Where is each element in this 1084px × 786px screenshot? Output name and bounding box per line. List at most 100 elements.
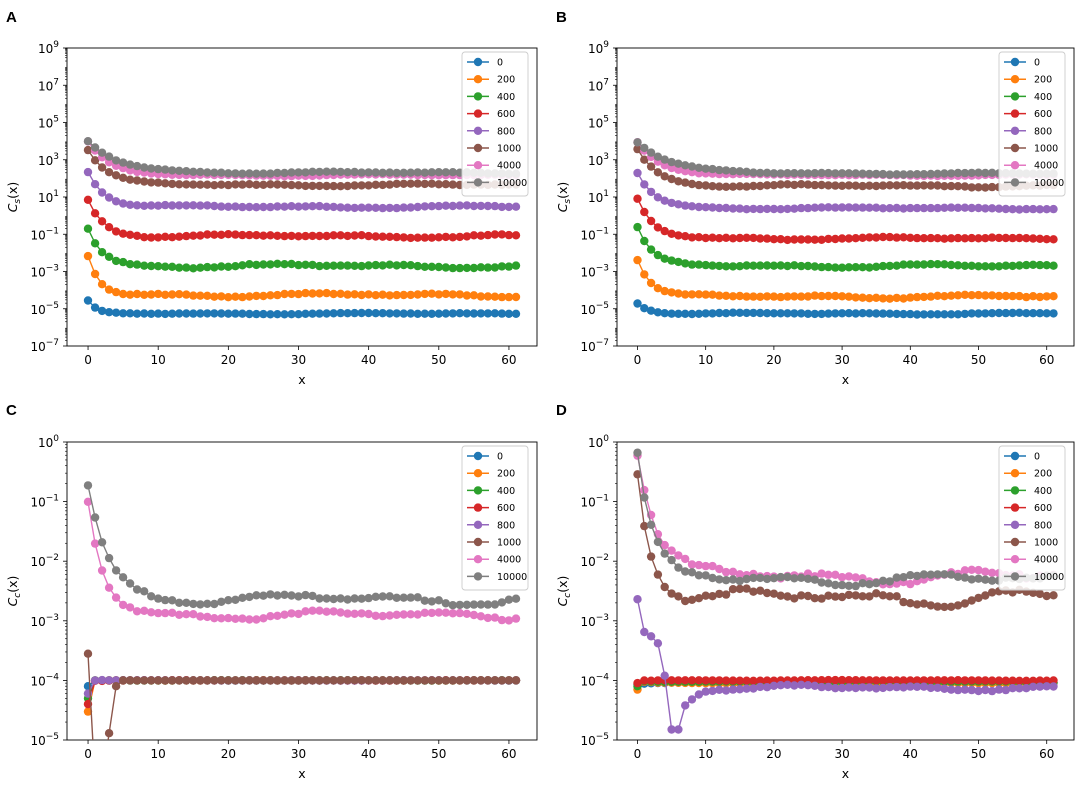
data-point bbox=[926, 292, 935, 301]
data-point bbox=[728, 575, 738, 584]
data-point bbox=[844, 676, 854, 685]
data-point bbox=[111, 227, 121, 236]
data-point bbox=[803, 235, 813, 244]
data-point bbox=[844, 683, 854, 692]
data-point bbox=[175, 180, 184, 189]
data-point bbox=[469, 291, 479, 300]
data-point bbox=[885, 261, 894, 271]
data-point bbox=[266, 291, 275, 300]
data-point bbox=[831, 263, 840, 272]
y-tick-label: 103 bbox=[588, 152, 609, 168]
data-point bbox=[434, 608, 443, 617]
data-point bbox=[967, 261, 976, 270]
data-point bbox=[933, 169, 942, 178]
data-point bbox=[427, 262, 436, 271]
data-point bbox=[147, 164, 156, 173]
data-point bbox=[83, 649, 93, 658]
data-point bbox=[238, 309, 247, 318]
legend-item: 4000 bbox=[467, 555, 521, 566]
legend-label: 800 bbox=[1034, 126, 1052, 137]
data-point bbox=[790, 261, 799, 270]
data-point bbox=[132, 176, 142, 185]
data-point bbox=[728, 262, 738, 271]
data-point bbox=[217, 614, 226, 623]
data-point bbox=[434, 290, 443, 299]
data-point bbox=[633, 299, 642, 308]
data-point bbox=[940, 169, 949, 178]
data-point bbox=[837, 580, 847, 590]
data-point bbox=[490, 201, 500, 211]
data-point bbox=[371, 232, 380, 241]
data-point bbox=[315, 676, 324, 685]
data-point bbox=[735, 676, 744, 685]
data-point bbox=[803, 574, 813, 583]
data-point bbox=[817, 262, 826, 272]
data-point bbox=[350, 167, 359, 177]
data-point bbox=[735, 182, 744, 191]
data-point bbox=[865, 580, 874, 589]
data-point bbox=[769, 235, 779, 244]
data-point bbox=[441, 309, 450, 318]
y-tick-label: 101 bbox=[38, 189, 59, 205]
data-point bbox=[892, 203, 901, 213]
data-point bbox=[953, 291, 963, 300]
data-point bbox=[981, 168, 990, 178]
legend-marker bbox=[1010, 57, 1020, 67]
data-point bbox=[196, 231, 205, 240]
data-point bbox=[803, 261, 813, 271]
data-point bbox=[947, 676, 956, 685]
data-point bbox=[434, 596, 443, 605]
data-point bbox=[434, 676, 443, 685]
data-point bbox=[912, 203, 922, 213]
data-point bbox=[701, 687, 710, 696]
series-10000 bbox=[633, 448, 1058, 591]
data-point bbox=[301, 288, 310, 298]
data-point bbox=[735, 308, 744, 317]
data-point bbox=[933, 291, 942, 300]
data-point bbox=[987, 588, 997, 597]
series-600 bbox=[83, 195, 521, 243]
data-point bbox=[756, 573, 765, 583]
data-point bbox=[667, 229, 676, 238]
legend-label: 4000 bbox=[497, 161, 521, 172]
data-point bbox=[858, 676, 867, 685]
data-point bbox=[837, 592, 847, 602]
data-point bbox=[203, 309, 212, 318]
data-point bbox=[749, 573, 758, 583]
data-point bbox=[371, 168, 380, 177]
data-point bbox=[427, 676, 436, 685]
series-4000 bbox=[83, 497, 521, 625]
data-point bbox=[1028, 682, 1038, 691]
legend-label: 1000 bbox=[497, 144, 521, 155]
data-point bbox=[1001, 291, 1010, 301]
data-point bbox=[1008, 676, 1017, 685]
data-point bbox=[844, 292, 854, 301]
data-point bbox=[660, 549, 669, 558]
data-point bbox=[940, 602, 949, 612]
data-point bbox=[783, 235, 792, 245]
data-point bbox=[140, 201, 149, 210]
data-point bbox=[721, 262, 731, 271]
data-point bbox=[125, 175, 135, 184]
data-point bbox=[783, 180, 792, 189]
x-tick-label: 20 bbox=[766, 353, 781, 367]
data-point bbox=[633, 448, 642, 457]
data-point bbox=[851, 683, 860, 693]
data-point bbox=[364, 609, 373, 619]
y-axis-label: Cc(x) bbox=[5, 576, 23, 607]
data-point bbox=[851, 169, 860, 178]
data-point bbox=[104, 168, 114, 177]
data-point bbox=[469, 263, 479, 273]
data-point bbox=[455, 600, 464, 610]
legend-marker bbox=[473, 503, 483, 512]
data-point bbox=[681, 259, 690, 268]
series-600 bbox=[633, 675, 1058, 688]
data-point bbox=[483, 263, 493, 272]
data-point bbox=[322, 202, 331, 211]
data-point bbox=[646, 216, 656, 226]
data-point bbox=[933, 683, 942, 692]
data-point bbox=[851, 181, 860, 190]
data-point bbox=[441, 608, 450, 617]
data-point bbox=[406, 179, 415, 188]
x-tick-label: 40 bbox=[903, 747, 918, 761]
